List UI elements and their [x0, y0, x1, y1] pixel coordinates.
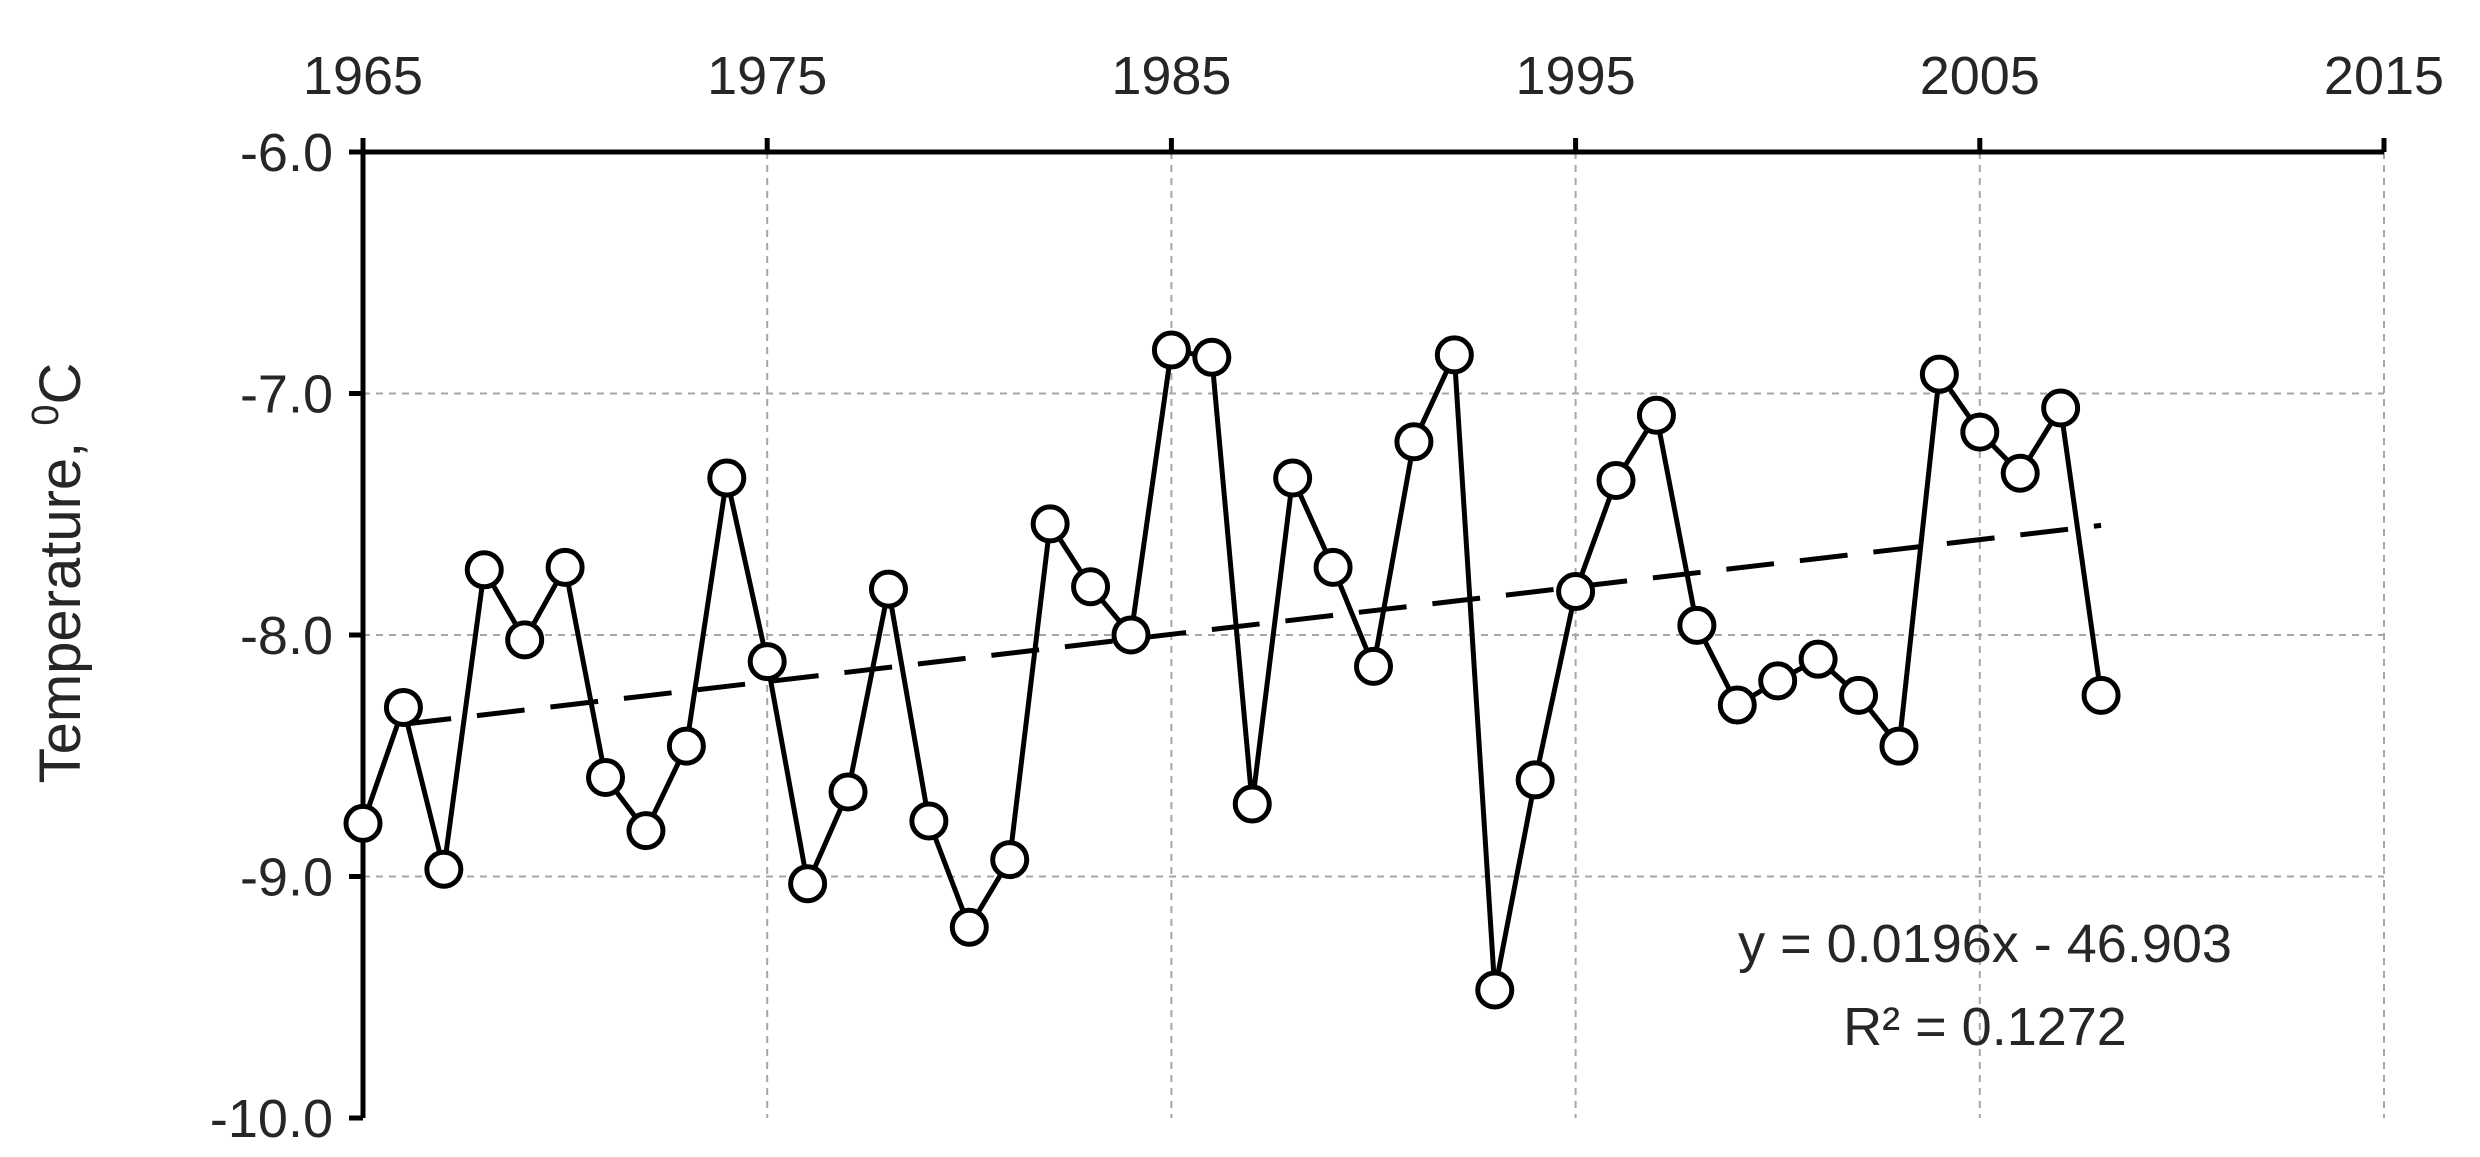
trendline-r-squared: R² = 0.1272	[1843, 997, 2127, 1057]
data-point	[1515, 760, 1555, 800]
y-tick-label: -7.0	[240, 365, 333, 425]
data-point	[1879, 726, 1919, 766]
x-tick-label: 1975	[707, 46, 827, 106]
trendline	[403, 522, 2102, 727]
data-point	[343, 803, 383, 843]
data-point	[1273, 458, 1313, 498]
data-point	[1798, 639, 1838, 679]
y-tick-label: -9.0	[240, 848, 333, 908]
data-point	[828, 772, 868, 812]
data-point	[1758, 661, 1798, 701]
data-point	[1111, 615, 1151, 655]
trendline-equation: y = 0.0196x - 46.903	[1738, 914, 2232, 974]
axes	[349, 138, 2387, 1121]
data-point	[464, 550, 504, 590]
data-point	[868, 569, 908, 609]
y-tick-label: -10.0	[210, 1089, 333, 1149]
data-point	[1313, 547, 1353, 587]
data-point	[1394, 422, 1434, 462]
data-point	[626, 811, 666, 851]
data-point	[909, 801, 949, 841]
data-point	[2081, 675, 2121, 715]
data-point	[424, 849, 464, 889]
x-tick-label: 1965	[303, 46, 423, 106]
data-point	[1556, 572, 1596, 612]
data-point	[1919, 354, 1959, 394]
data-point	[1596, 460, 1636, 500]
data-point	[707, 458, 747, 498]
x-tick-label: 2015	[2324, 46, 2444, 106]
data-point	[1354, 646, 1393, 686]
data-point	[949, 907, 989, 947]
data-point	[1434, 335, 1474, 375]
tick-labels: 1965 1975 1985 1995 2005 2015 -10.0 -9.0 -8.0 -7.…	[210, 46, 2444, 1149]
series-layer	[343, 330, 2121, 1010]
data-point	[1677, 605, 1717, 645]
x-tick-label: 1995	[1516, 46, 1636, 106]
y-tick-label: -6.0	[240, 123, 333, 183]
data-point	[990, 840, 1030, 880]
data-point	[2000, 453, 2040, 493]
data-point	[2041, 388, 2081, 428]
data-point	[788, 864, 828, 904]
x-tick-label: 2005	[1920, 46, 2040, 106]
y-axis-label: Temperature, 0C	[25, 363, 93, 784]
data-point	[1960, 412, 2000, 452]
data-point	[586, 757, 626, 797]
data-point	[383, 687, 423, 727]
data-point	[1071, 567, 1111, 607]
data-point	[1636, 395, 1676, 435]
data-point	[747, 642, 787, 682]
y-tick-label: -8.0	[240, 606, 333, 666]
x-tick-label: 1985	[1111, 46, 1231, 106]
labels: Temperature, 0C y = 0.0196x - 46.903 R² …	[25, 363, 2232, 1057]
data-point	[1030, 504, 1070, 544]
data-point	[1475, 970, 1515, 1010]
data-point	[1232, 784, 1272, 824]
series-line	[360, 347, 2104, 993]
trendline-layer	[403, 522, 2102, 727]
data-point	[1151, 330, 1191, 370]
data-point	[1192, 337, 1232, 377]
data-point	[505, 620, 545, 660]
data-point	[1839, 675, 1879, 715]
data-point	[666, 726, 706, 766]
data-point	[1717, 685, 1757, 725]
data-point	[545, 547, 585, 587]
